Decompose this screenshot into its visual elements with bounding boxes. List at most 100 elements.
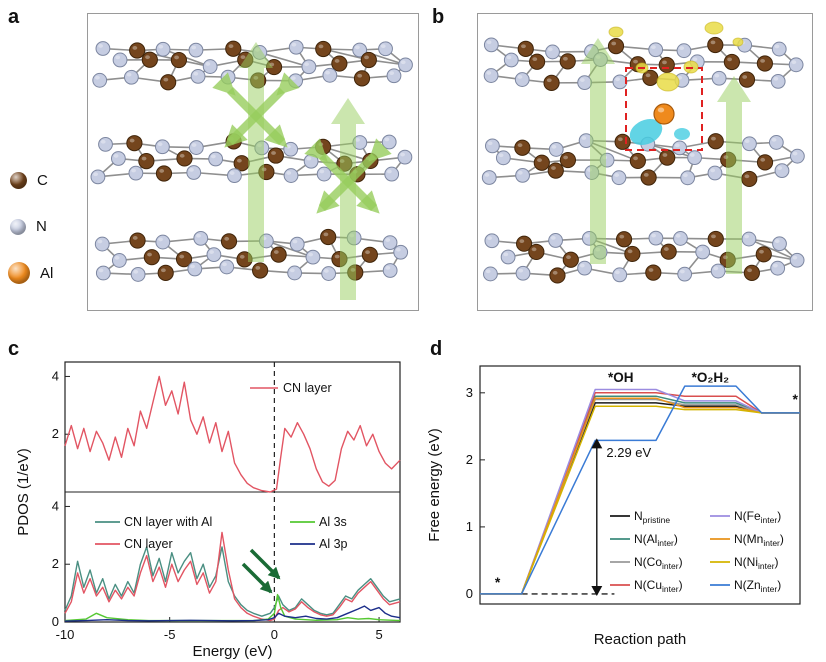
- nitrogen-atom: [680, 170, 696, 186]
- atom-highlight: [190, 264, 195, 269]
- diffusion-arrow-icon: [239, 42, 273, 262]
- dos-curve: [64, 531, 401, 622]
- atom-highlight: [100, 139, 106, 144]
- nitrogen-atom: [111, 253, 127, 268]
- nitrogen-atom: [316, 166, 332, 182]
- atom-highlight: [97, 239, 103, 244]
- charge-isosurface-positive: [656, 72, 680, 92]
- atom-highlight: [615, 77, 621, 82]
- nitrogen-atom: [288, 39, 304, 55]
- barrier-value-label: 2.29 eV: [606, 445, 651, 460]
- atom-highlight: [531, 247, 537, 252]
- nitrogen-atom: [515, 168, 530, 183]
- nitrogen-atom: [481, 170, 497, 185]
- nitrogen-atom: [94, 236, 110, 252]
- atom-highlight: [189, 167, 194, 172]
- nitrogen-atom: [548, 233, 563, 248]
- nitrogen-atom: [500, 249, 516, 265]
- carbon-atom: [320, 228, 337, 246]
- charge-isosurface-negative: [674, 128, 690, 140]
- nitrogen-atom: [484, 233, 500, 249]
- atom-highlight: [308, 252, 314, 257]
- nitrogen-atom: [495, 150, 511, 166]
- carbon-atom: [707, 230, 724, 248]
- panel-label-d: d: [430, 338, 443, 360]
- nitrogen-atom: [386, 68, 402, 84]
- nitrogen-atom: [322, 67, 338, 83]
- atom-highlight: [132, 236, 138, 240]
- atom-highlight: [744, 174, 750, 179]
- atom-highlight: [174, 55, 180, 60]
- dos-curve: [64, 593, 401, 622]
- atom-highlight: [365, 250, 370, 255]
- atom-highlight: [551, 166, 556, 170]
- cell-border: [87, 13, 419, 311]
- atom-highlight: [550, 235, 556, 240]
- gap-state-arrow-icon: [241, 562, 273, 594]
- atom-highlight: [581, 136, 587, 140]
- atom-highlight: [141, 156, 147, 161]
- atom-highlight: [774, 239, 780, 244]
- carbon-atom-swatch: [10, 172, 27, 189]
- carbon-atom: [707, 133, 724, 150]
- atom-highlight: [792, 151, 798, 156]
- atom-highlight: [95, 75, 100, 80]
- x-tick-label: -5: [164, 627, 176, 642]
- atom-highlight: [193, 71, 199, 76]
- atom-legend-item-c: C: [10, 172, 48, 189]
- nitrogen-atom: [677, 266, 693, 282]
- atom-highlight: [521, 44, 526, 49]
- atom-highlight: [551, 144, 557, 149]
- atom-highlight: [323, 269, 329, 273]
- nitrogen-atom: [155, 41, 171, 57]
- nitrogen-atom: [283, 168, 299, 183]
- nitrogen-atom: [771, 41, 787, 57]
- nitrogen-atom: [382, 235, 398, 250]
- carbon-atom: [315, 40, 332, 58]
- atom-highlight: [772, 263, 778, 268]
- nitrogen-atom: [741, 231, 757, 247]
- diffusion-arrow-icon: [581, 38, 615, 264]
- atom-highlight: [747, 268, 752, 273]
- atom-highlight: [682, 173, 688, 178]
- atom-highlight: [395, 247, 401, 252]
- nitrogen-atom: [190, 68, 206, 84]
- atom-highlight: [519, 239, 525, 244]
- carbon-atom: [160, 74, 177, 91]
- atom-highlight: [645, 73, 651, 78]
- nitrogen-atom: [545, 44, 560, 60]
- atom-highlight: [662, 60, 667, 65]
- atom-highlight: [777, 166, 783, 170]
- atom-highlight: [385, 238, 391, 242]
- atom-highlight: [131, 168, 136, 173]
- atom-highlight: [205, 62, 211, 66]
- carbon-atom: [514, 139, 531, 156]
- nitrogen-atom: [208, 151, 224, 167]
- carbon-atom: [543, 74, 560, 91]
- nitrogen-atom: [772, 236, 787, 252]
- carbon-atom: [170, 51, 188, 69]
- atom-highlight: [506, 55, 512, 60]
- atom-highlight: [614, 173, 620, 177]
- atom-highlight: [579, 263, 585, 268]
- atom-highlight: [159, 169, 165, 173]
- atom-highlight: [179, 254, 185, 259]
- atom-highlight: [158, 237, 163, 242]
- atom-highlight: [619, 234, 625, 239]
- atom-highlight: [318, 44, 324, 49]
- nitrogen-atom: [768, 135, 784, 150]
- atom-highlight: [224, 236, 230, 241]
- atom-highlight: [236, 158, 242, 163]
- legend-label: CN layer: [124, 537, 173, 551]
- nitrogen-atom: [95, 41, 111, 56]
- y-tick-label: 2: [52, 556, 59, 571]
- atom-highlight: [710, 40, 716, 45]
- atom-highlight: [566, 255, 571, 260]
- atom-highlight: [229, 171, 235, 175]
- atom-highlight: [304, 62, 309, 67]
- atom-highlight: [774, 44, 780, 49]
- atom-highlight: [239, 254, 245, 259]
- nitrogen-atom: [710, 263, 726, 279]
- atom-highlight: [611, 41, 617, 46]
- atom-highlight: [386, 169, 392, 174]
